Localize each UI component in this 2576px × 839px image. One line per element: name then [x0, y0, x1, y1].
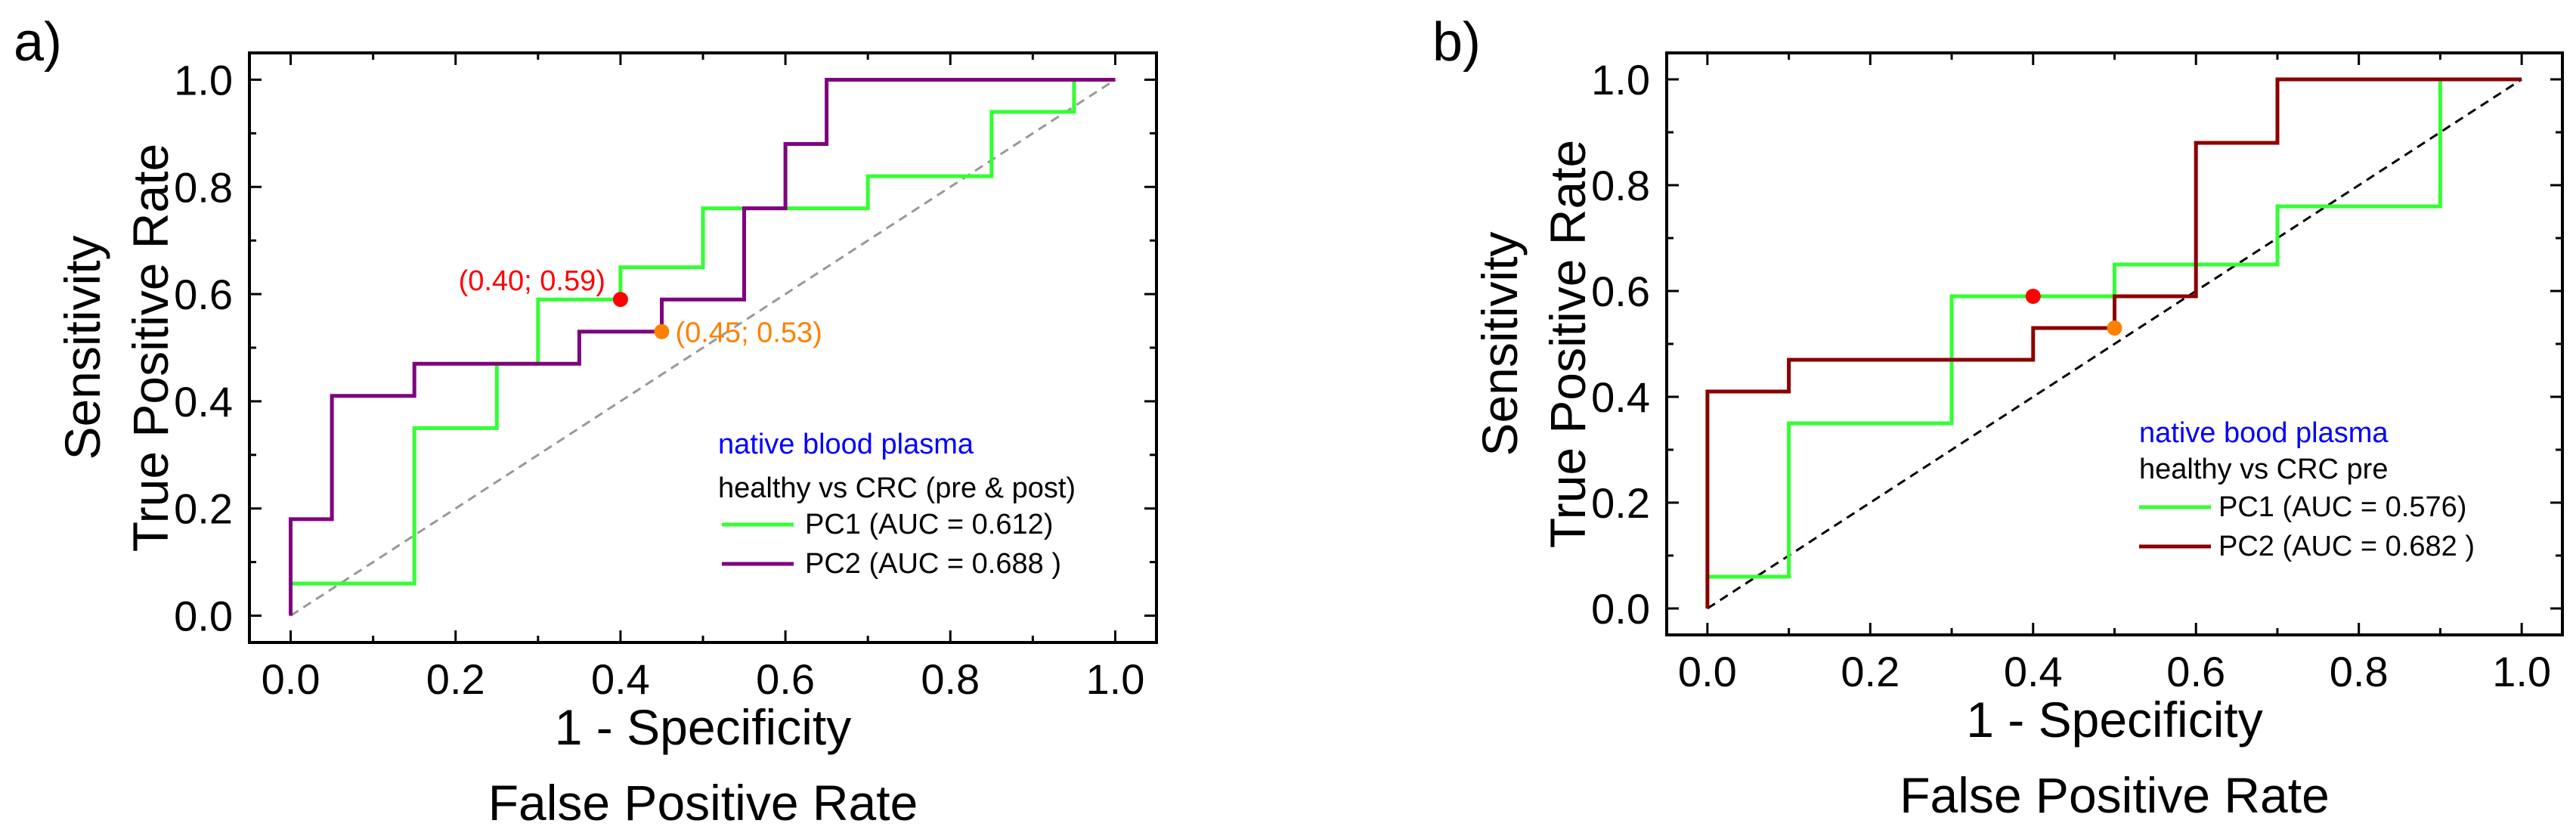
- x-tick-label: 0.8: [921, 655, 980, 703]
- legend-entry-label: PC1 (AUC = 0.612): [805, 509, 1053, 540]
- y-tick-label: 0.6: [174, 271, 233, 318]
- x-axis-label-secondary: False Positive Rate: [488, 775, 918, 831]
- x-tick-label: 0.2: [426, 655, 485, 703]
- y-axis-label-secondary: True Positive Rate: [122, 144, 178, 552]
- y-tick-label: 1.0: [174, 56, 233, 104]
- y-tick-label: 0.4: [1591, 373, 1650, 421]
- y-tick-label: 0.8: [1591, 162, 1650, 209]
- x-tick-label: 0.2: [1841, 648, 1899, 695]
- cutoff-point-marker: [2025, 289, 2041, 304]
- x-tick-label: 0.4: [2004, 648, 2063, 695]
- x-tick-label: 0.6: [756, 655, 815, 703]
- x-axis-label: 1 - Specificity: [1966, 692, 2262, 748]
- x-tick-label: 1.0: [1086, 655, 1145, 703]
- x-axis-label-secondary: False Positive Rate: [1899, 767, 2330, 823]
- series-line-pc1: [1707, 77, 2522, 579]
- cutoff-point-marker: [2107, 320, 2122, 336]
- y-tick-label: 0.2: [1591, 479, 1650, 527]
- cutoff-point-label: (0.40; 0.59): [459, 265, 605, 297]
- x-tick-label: 0.0: [1678, 648, 1737, 695]
- x-tick-label: 1.0: [2492, 648, 2551, 695]
- cutoff-point-label: (0.45; 0.53): [675, 317, 822, 349]
- legend-entry-label: PC1 (AUC = 0.576): [2218, 491, 2466, 523]
- y-axis-label: Sensitivity: [1472, 231, 1528, 456]
- y-tick-label: 1.0: [1591, 56, 1650, 104]
- legend-title: native bood plasma: [2139, 417, 2389, 449]
- diagonal-reference-line: [1707, 78, 2522, 610]
- y-axis-label: Sensitivity: [54, 235, 110, 460]
- series-line-pc1: [290, 78, 1116, 586]
- y-tick-label: 0.0: [174, 593, 233, 640]
- panel-b: b) 0.0 0.2 0.4 0.6 0.8 1.0 0.0 0.2 0.4 0.6 0.8 1.0 1 …: [1432, 12, 2564, 823]
- x-axis-label: 1 - Specificity: [555, 699, 851, 755]
- legend-title: native blood plasma: [718, 429, 974, 460]
- y-tick-label: 0.8: [174, 163, 233, 211]
- x-tick-label: 0.8: [2330, 648, 2389, 695]
- cutoff-point-marker: [654, 324, 670, 339]
- x-tick-label: 0.4: [591, 655, 650, 703]
- diagonal-reference-line: [289, 79, 1116, 617]
- panel-label: b): [1432, 12, 1481, 73]
- y-axis-label-secondary: True Positive Rate: [1540, 140, 1596, 548]
- x-tick-label: 0.6: [2166, 648, 2225, 695]
- panel-a: a) 0.0 0.2 0.4 0.6 0.8 1.0 0.0 0.2 0.4 0.6 0.8 1.0 1 …: [14, 12, 1158, 831]
- y-tick-label: 0.2: [174, 485, 233, 533]
- legend-entry-label: PC2 (AUC = 0.682 ): [2218, 531, 2475, 562]
- x-tick-label: 0.0: [262, 655, 320, 703]
- legend-entry-label: PC2 (AUC = 0.688 ): [805, 548, 1061, 580]
- y-tick-label: 0.4: [174, 378, 233, 426]
- legend-subtitle: healthy vs CRC pre: [2139, 454, 2388, 485]
- legend-subtitle: healthy vs CRC (pre & post): [718, 472, 1076, 504]
- cutoff-point-marker: [612, 292, 628, 308]
- y-tick-label: 0.0: [1591, 585, 1650, 633]
- y-tick-label: 0.6: [1591, 268, 1650, 315]
- panel-label: a): [14, 12, 62, 73]
